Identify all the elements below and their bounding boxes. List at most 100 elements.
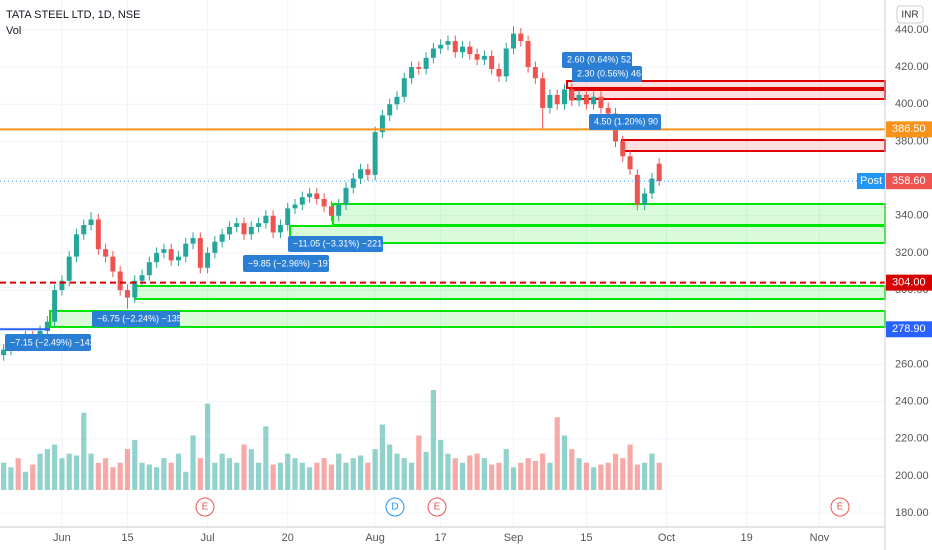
event-marker[interactable] — [385, 497, 405, 517]
volume-bar — [634, 464, 640, 490]
volume-bar — [263, 426, 269, 490]
candle-body — [569, 89, 575, 101]
events: E D E E — [195, 497, 850, 517]
volume-bar — [30, 464, 36, 490]
candle-body — [656, 163, 662, 181]
candle-body — [197, 238, 203, 268]
candle-body — [52, 290, 58, 322]
y-tick-label: 240.00 — [895, 395, 929, 407]
annotation: −11.05 (−3.31%) −221 — [293, 238, 382, 248]
candle-body — [467, 46, 473, 55]
volume-bar — [408, 462, 415, 490]
candle-body — [190, 238, 196, 244]
candle-body — [430, 48, 436, 58]
event-marker[interactable] — [427, 497, 447, 517]
x-tick-label: Jul — [201, 532, 215, 544]
axes: 180.00200.00220.00240.00260.00280.00300.… — [53, 24, 932, 544]
y-tick-label: 320.00 — [895, 247, 929, 259]
annotation: −7.15 (−2.49%) −143 — [10, 337, 95, 347]
candle-body — [132, 280, 138, 298]
volume-bar — [212, 462, 218, 490]
candle-body — [270, 215, 276, 233]
candle-body — [525, 41, 531, 68]
volume-bar — [59, 458, 65, 490]
annotation: 2.30 (0.56%) 46 — [577, 68, 641, 78]
volume-bar — [37, 453, 43, 490]
candle-body — [1, 349, 7, 356]
candle-body — [460, 46, 466, 53]
price-level-label: 386.50 — [892, 123, 926, 135]
volume-bar — [503, 449, 509, 490]
volume-bar — [496, 462, 502, 490]
candle-body — [95, 219, 101, 250]
volume-bar — [270, 464, 276, 490]
candle-body — [372, 132, 378, 175]
annotation-box — [243, 255, 329, 272]
volume-bar — [416, 435, 422, 490]
price-level-label: 304.00 — [892, 277, 926, 289]
candle-body — [277, 225, 283, 233]
price-level-tag — [886, 173, 932, 190]
candle-body — [627, 156, 633, 170]
volume-bar — [459, 462, 466, 490]
volume-bar — [489, 464, 495, 490]
volume-bar — [81, 412, 87, 490]
y-tick-label: 420.00 — [895, 61, 929, 73]
candle-body — [299, 197, 305, 205]
price-level-label: 278.90 — [892, 323, 926, 335]
x-tick-label: Aug — [365, 532, 385, 544]
volume-bar — [197, 458, 203, 490]
y-tick-label: 180.00 — [895, 507, 929, 519]
volume-bar — [168, 462, 174, 490]
volume-bar — [445, 453, 451, 490]
candle-body — [73, 234, 79, 257]
volume-bar — [620, 458, 626, 490]
currency: INR — [901, 10, 918, 21]
candle-body — [387, 104, 393, 116]
y-tick-label: 260.00 — [895, 358, 929, 370]
volume-bar — [117, 462, 123, 490]
resistance-zone — [569, 89, 886, 100]
volume-bar — [321, 458, 327, 490]
candle-body — [358, 169, 364, 179]
x-tick-label: Jun — [53, 532, 71, 544]
candle-body — [212, 241, 218, 253]
annotation-box — [572, 66, 642, 82]
x-tick-label: 15 — [121, 532, 133, 544]
y-tick-label: 400.00 — [895, 98, 929, 110]
volume-bar — [132, 440, 138, 490]
candle-body — [241, 223, 247, 235]
event-marker[interactable] — [830, 497, 850, 517]
candle-body — [59, 280, 65, 291]
volume-bar — [22, 471, 29, 490]
volume-bar — [299, 462, 305, 490]
volume-bar — [649, 453, 655, 490]
candle-body — [540, 78, 546, 108]
volume-bar — [1, 462, 7, 490]
candle-body — [205, 252, 211, 268]
volume-bar — [627, 444, 633, 490]
volume-bar — [452, 458, 458, 490]
annotation: 2.60 (0.64%) 52 — [567, 54, 631, 64]
candle-body — [583, 94, 589, 105]
candle-body — [474, 54, 480, 60]
volume-bar — [15, 458, 21, 490]
price-level-tag — [886, 321, 932, 338]
annotation: −9.85 (−2.96%) −197 — [248, 258, 333, 268]
candle-body — [110, 256, 116, 272]
volume-bar — [219, 453, 225, 490]
support-zone — [134, 285, 886, 300]
currency-button[interactable] — [896, 5, 924, 24]
candle-body — [379, 115, 385, 133]
volume-bar — [532, 460, 538, 490]
volume-bar — [583, 462, 589, 490]
volume-bar — [438, 440, 444, 490]
candle-body — [234, 223, 240, 227]
volume-bar — [95, 462, 101, 490]
candle-body — [634, 174, 640, 205]
volume-bar — [561, 435, 568, 490]
candle-body — [146, 262, 152, 276]
event-marker[interactable] — [195, 497, 215, 517]
x-tick-label: 20 — [282, 532, 294, 544]
volume-bar — [161, 458, 167, 490]
